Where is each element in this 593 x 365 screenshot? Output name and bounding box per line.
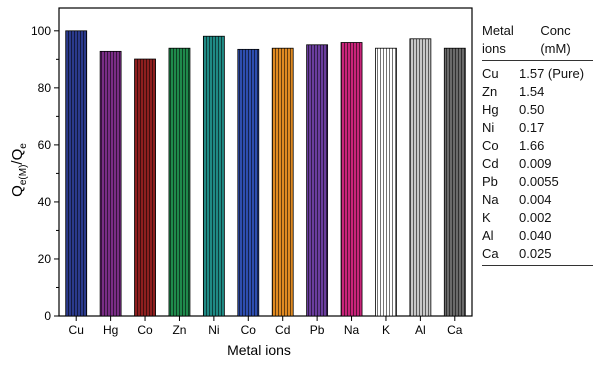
x-axis-label: Metal ions: [227, 342, 291, 358]
table-cell-ion: Hg: [482, 102, 499, 117]
table-row: Hg 0.50: [482, 101, 593, 119]
bar-stripes: [409, 38, 431, 317]
x-tick-label: Na: [344, 323, 360, 337]
table-row: Ca 0.025: [482, 245, 593, 263]
bar-stripes: [168, 48, 190, 316]
bar-stripes: [203, 36, 225, 316]
x-tick-label: Pb: [310, 323, 325, 337]
bar-stripes: [341, 42, 363, 316]
y-tick-label: 20: [38, 252, 52, 266]
x-tick-label: Ca: [447, 323, 463, 337]
table-row: Al 0.040: [482, 227, 593, 245]
plot-area: 0 20 40 60 80 100 Cu Hg Co Zn Ni Co Cd Pb Na K Al Ca: [31, 7, 473, 337]
concentration-table: Metal ions Conc (mM) Cu 1.57 (Pure) Zn 1.54…: [482, 22, 593, 266]
table-bottom-rule: [482, 265, 593, 266]
bar-stripes: [65, 30, 87, 316]
table-row: Ni 0.17: [482, 119, 593, 137]
table-cell-ion: Cd: [482, 156, 499, 171]
x-tick-label: Ni: [208, 323, 219, 337]
table-body: Cu 1.57 (Pure) Zn 1.54 Hg 0.50 Ni 0.17 Co 1.66 Cd 0…: [482, 65, 593, 263]
x-tick-label: Cu: [69, 323, 84, 337]
table-cell-conc: 0.002: [519, 210, 552, 225]
x-tick-label: Al: [415, 323, 426, 337]
x-tick-label: Zn: [172, 323, 186, 337]
table-row: Pb 0.0055: [482, 173, 593, 191]
table-row: Zn 1.54: [482, 83, 593, 101]
y-tick-label: 60: [38, 138, 52, 152]
table-cell-ion: Na: [482, 192, 499, 207]
table-row: Cd 0.009: [482, 155, 593, 173]
table-cell-ion: Ni: [482, 120, 495, 135]
bar-stripes: [306, 44, 328, 317]
table-cell-conc: 1.57 (Pure): [519, 66, 585, 81]
bar-stripes: [237, 49, 259, 316]
plot-frame: [58, 7, 473, 317]
y-tick-label: 100: [31, 24, 51, 38]
table-cell-conc: 0.0055: [519, 174, 559, 189]
bar-stripes: [272, 48, 294, 316]
bar-stripes: [100, 51, 122, 317]
x-tick-label: Hg: [103, 323, 118, 337]
table-cell-conc: 1.66: [519, 138, 545, 153]
table-cell-conc: 0.009: [519, 156, 552, 171]
header-conc-line1: Conc: [540, 23, 571, 38]
table-cell-conc: 0.50: [519, 102, 545, 117]
header-metal-ions: Metal ions: [482, 22, 518, 58]
table-row: Co 1.66: [482, 137, 593, 155]
y-tick-label: 80: [38, 81, 52, 95]
header-conc: Conc (mM): [518, 22, 593, 58]
table-cell-ion: Ca: [482, 246, 499, 261]
table-cell-ion: Pb: [482, 174, 498, 189]
table-row: Na 0.004: [482, 191, 593, 209]
table-row: Cu 1.57 (Pure): [482, 65, 593, 83]
table-row: K 0.002: [482, 209, 593, 227]
header-metal-line1: Metal: [482, 23, 514, 38]
table-cell-ion: Cu: [482, 66, 499, 81]
y-tick-label: 40: [38, 195, 52, 209]
bar-stripes: [444, 48, 466, 316]
table-cell-ion: K: [482, 210, 491, 225]
table-cell-conc: 0.040: [519, 228, 552, 243]
x-tick-label: K: [382, 323, 390, 337]
table-cell-conc: 0.17: [519, 120, 545, 135]
x-tick-label: Co: [241, 323, 257, 337]
y-axis-label: Qe(M)/Qe: [9, 143, 29, 197]
table-header: Metal ions Conc (mM): [482, 22, 593, 61]
table-cell-conc: 0.025: [519, 246, 552, 261]
table-cell-conc: 1.54: [519, 84, 545, 99]
table-cell-ion: Co: [482, 138, 499, 153]
table-cell-ion: Zn: [482, 84, 498, 99]
bar-stripes: [375, 48, 397, 316]
x-tick-label: Co: [137, 323, 153, 337]
x-tick-label: Cd: [275, 323, 290, 337]
bar-stripes: [134, 59, 156, 316]
header-metal-line2: ions: [482, 41, 506, 56]
y-tick-label: 0: [44, 309, 51, 323]
table-cell-conc: 0.004: [519, 192, 552, 207]
header-conc-line2: (mM): [540, 41, 571, 56]
table-cell-ion: Al: [482, 228, 494, 243]
